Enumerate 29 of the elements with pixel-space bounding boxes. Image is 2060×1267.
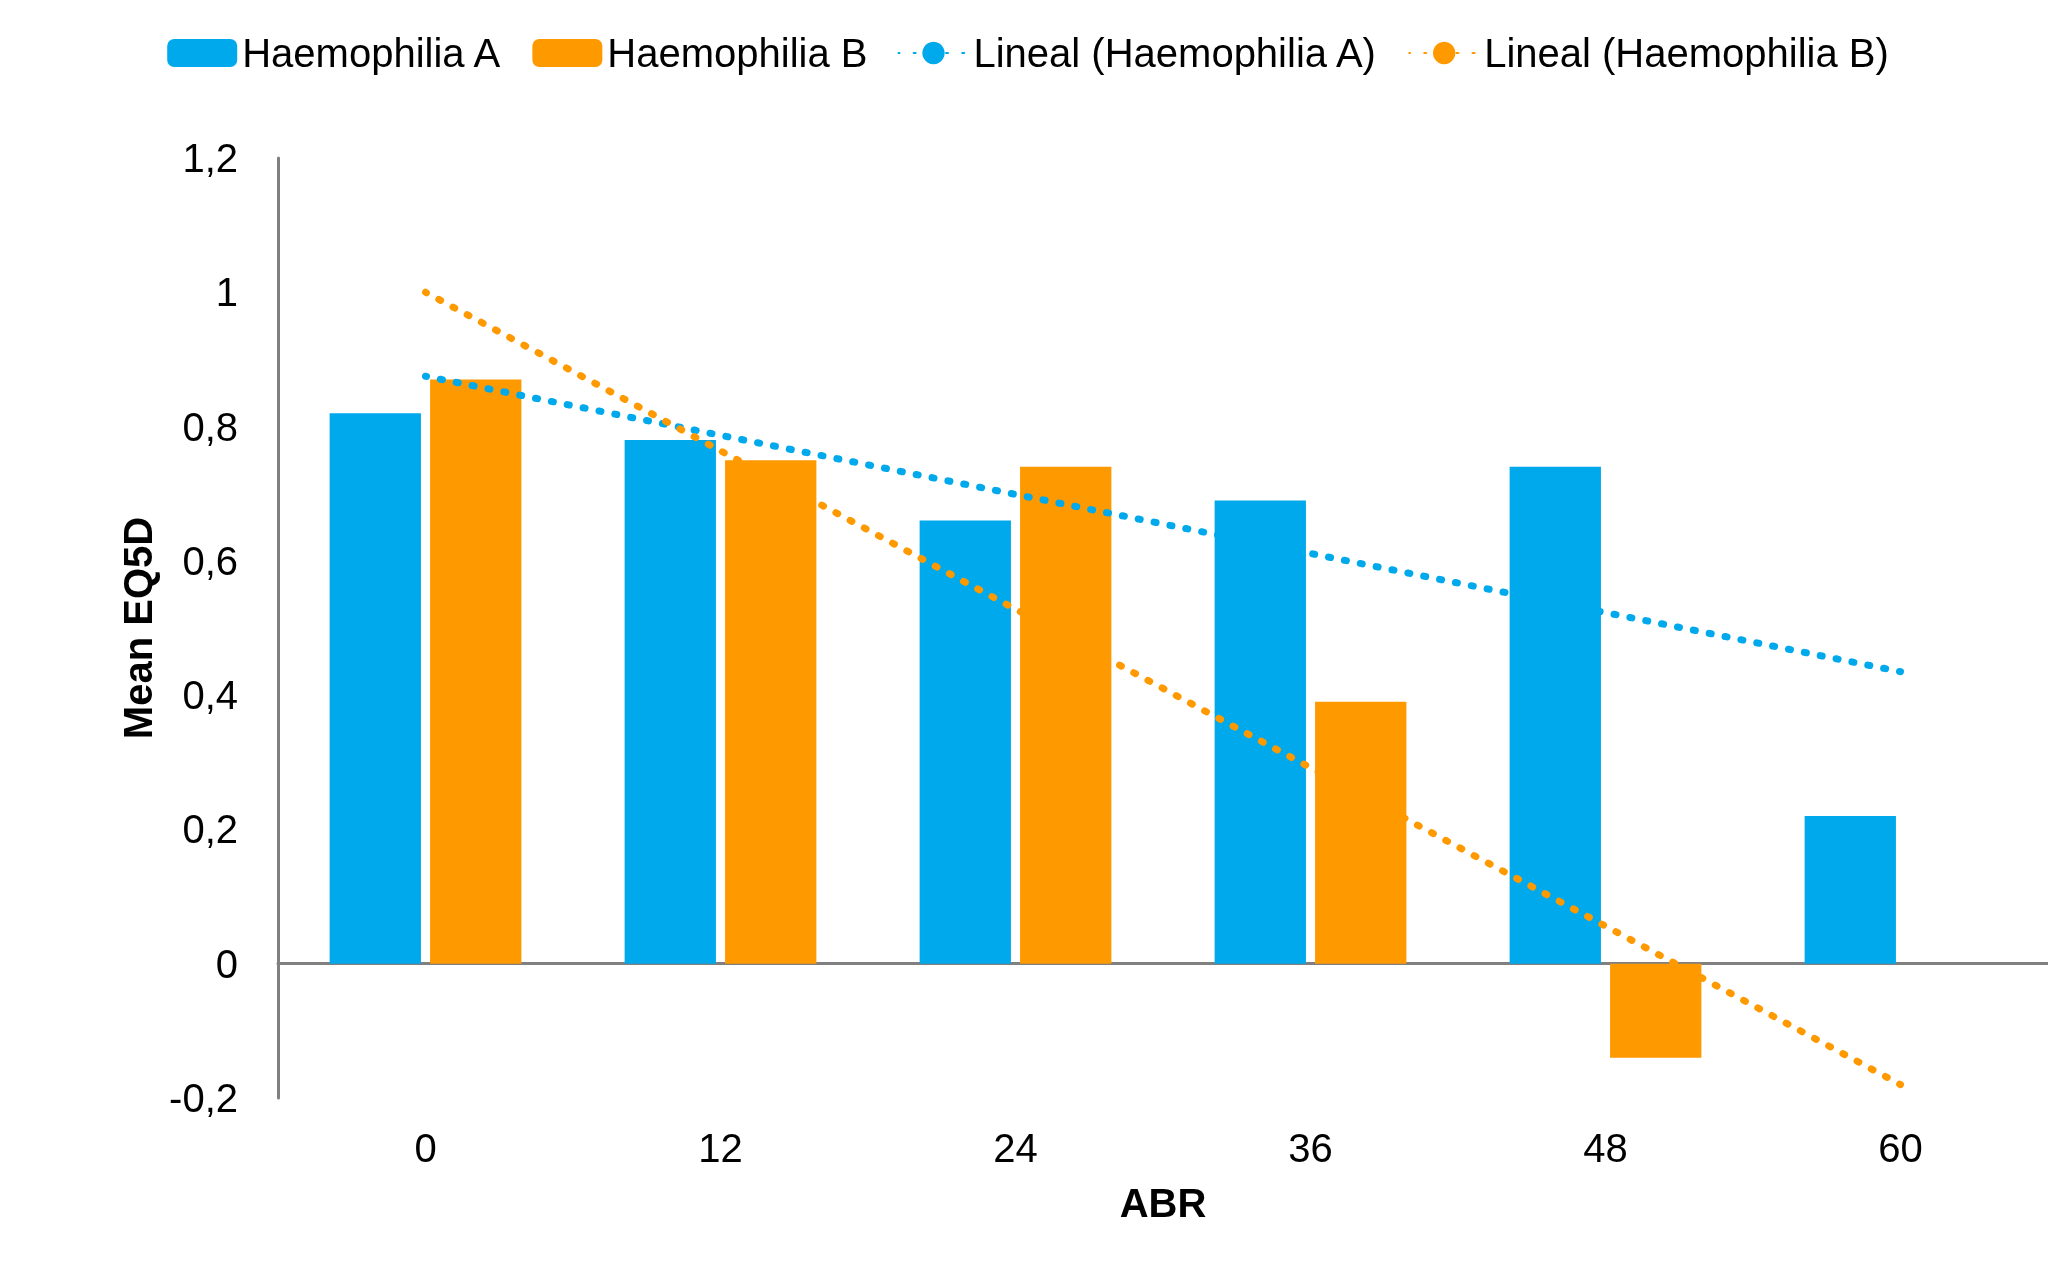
x-tick-label: 36 bbox=[1288, 1126, 1333, 1170]
x-tick-label: 48 bbox=[1583, 1126, 1628, 1170]
x-axis-title: ABR bbox=[1119, 1181, 1207, 1225]
y-tick-label: 0,8 bbox=[182, 404, 238, 449]
bar bbox=[624, 440, 716, 964]
legend-label: Lineal (Haemophilia B) bbox=[1484, 31, 1889, 75]
y-axis-title: Mean EQ5D bbox=[116, 516, 160, 740]
x-tick-label: 0 bbox=[414, 1126, 437, 1170]
bar bbox=[1610, 963, 1702, 1058]
bar bbox=[1315, 701, 1407, 964]
y-tick-label: 1,2 bbox=[182, 136, 238, 180]
y-tick-label: 0,2 bbox=[182, 807, 238, 852]
x-tick-label: 24 bbox=[993, 1126, 1038, 1170]
y-tick-label: 0,4 bbox=[182, 673, 238, 718]
y-tick-label: 0,6 bbox=[182, 538, 238, 583]
legend-label: Haemophilia A bbox=[242, 31, 501, 75]
bar bbox=[430, 379, 522, 964]
x-tick-label: 60 bbox=[1878, 1126, 1923, 1170]
y-tick-label: -0,2 bbox=[169, 1076, 238, 1120]
bar bbox=[919, 520, 1011, 964]
legend-label: Lineal (Haemophilia A) bbox=[973, 31, 1376, 75]
bar bbox=[1804, 816, 1896, 964]
bar bbox=[725, 460, 817, 964]
y-tick-label: 1 bbox=[215, 270, 238, 315]
y-tick-label: 0 bbox=[215, 941, 238, 986]
bar bbox=[329, 413, 421, 964]
legend-label: Haemophilia B bbox=[607, 31, 868, 75]
x-tick-label: 12 bbox=[698, 1126, 743, 1170]
bar bbox=[1020, 466, 1112, 964]
